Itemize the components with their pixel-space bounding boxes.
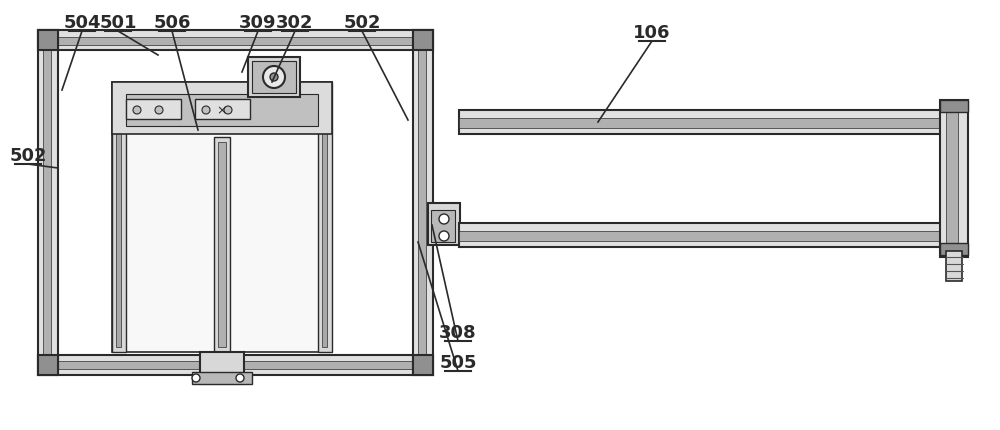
Bar [38,31,58,375]
Circle shape [192,374,200,382]
Bar [418,36,426,370]
Bar [38,31,433,51]
Bar [252,62,296,94]
Text: 502: 502 [343,14,381,32]
Bar [112,83,126,352]
Text: 309: 309 [239,14,277,32]
Bar [940,101,968,258]
Bar [459,224,958,247]
Bar [43,36,51,370]
Bar [413,31,433,375]
Bar [459,231,958,241]
Circle shape [439,215,449,224]
Bar [200,352,244,384]
Bar [413,31,433,51]
Text: 502: 502 [9,147,47,165]
Circle shape [133,107,141,115]
Bar [43,38,428,46]
Text: 504: 504 [63,14,101,32]
Bar [195,100,250,120]
Bar [112,83,332,135]
Bar [126,100,181,120]
Circle shape [155,107,163,115]
Bar [43,361,428,369]
Text: 106: 106 [633,24,671,42]
Text: 308: 308 [439,323,477,341]
Bar [192,372,252,384]
Bar [214,138,230,352]
Text: 506: 506 [153,14,191,32]
Circle shape [202,107,210,115]
Bar [218,143,226,347]
Bar [38,31,58,51]
Bar [459,111,958,135]
Bar [428,203,460,246]
Bar [431,211,455,243]
Bar [459,119,958,129]
Bar [248,58,300,98]
Bar [318,83,332,352]
Bar [946,252,962,281]
Bar [116,88,121,347]
Circle shape [439,231,449,241]
Circle shape [236,374,244,382]
Bar [413,355,433,375]
Text: ×: × [217,104,227,117]
Text: 505: 505 [439,353,477,371]
Circle shape [263,67,285,89]
Bar [940,243,968,255]
Bar [946,107,958,252]
Text: 302: 302 [276,14,314,32]
Bar [112,83,332,352]
Bar [322,88,327,347]
Bar [126,95,318,127]
Text: 501: 501 [99,14,137,32]
Circle shape [270,74,278,82]
Bar [38,355,433,375]
Circle shape [224,107,232,115]
Bar [940,101,968,113]
Bar [38,355,58,375]
